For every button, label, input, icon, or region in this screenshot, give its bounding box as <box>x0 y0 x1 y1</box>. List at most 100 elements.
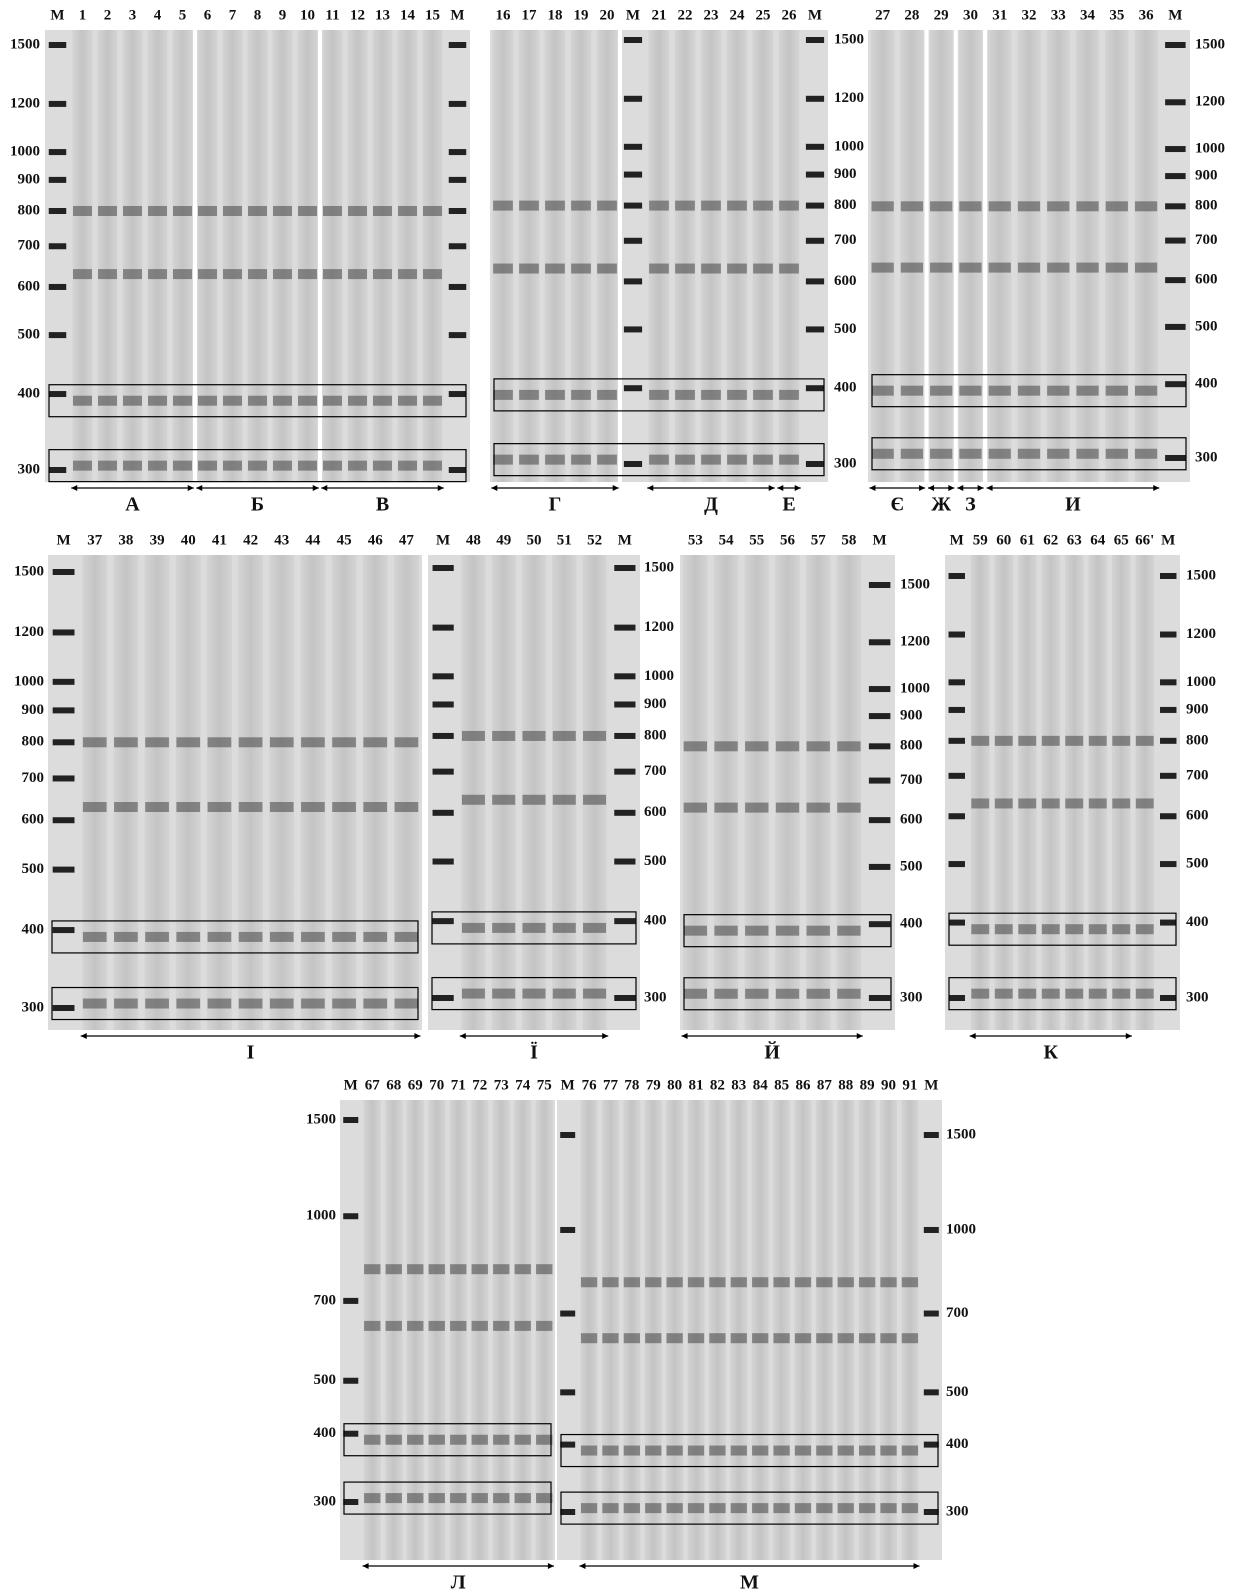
band <box>145 737 169 747</box>
size-label: 400 <box>18 385 41 401</box>
lane-label: 29 <box>934 7 949 23</box>
size-label: 900 <box>834 166 857 182</box>
lane-label: 59 <box>973 532 988 548</box>
band <box>73 396 92 406</box>
band <box>930 386 952 396</box>
group-label: З <box>965 494 976 516</box>
ladder-band <box>49 391 67 397</box>
lane-label: 88 <box>838 1077 853 1093</box>
band <box>472 1435 488 1445</box>
band <box>959 263 981 273</box>
band <box>1136 924 1154 934</box>
ladder-band <box>806 326 824 332</box>
size-label: 900 <box>1186 701 1209 717</box>
size-label: 700 <box>314 1292 337 1308</box>
band <box>173 206 192 216</box>
lane <box>773 1100 790 1560</box>
band <box>301 737 325 747</box>
band <box>450 1264 466 1274</box>
lane-label: 54 <box>719 532 735 548</box>
band <box>98 269 117 279</box>
lane <box>794 1100 811 1560</box>
size-label: 500 <box>18 327 41 343</box>
band <box>270 932 294 942</box>
band <box>123 206 142 216</box>
band <box>301 999 325 1009</box>
band <box>248 461 267 471</box>
lane-label: M <box>950 532 964 548</box>
lane <box>683 555 708 1030</box>
lane-label: 3 <box>129 7 137 23</box>
ladder-band <box>806 238 824 244</box>
band <box>989 201 1011 211</box>
band <box>701 390 721 400</box>
lane-label: 87 <box>817 1077 833 1093</box>
lane <box>714 555 739 1030</box>
band <box>1112 736 1130 746</box>
lane <box>423 30 443 482</box>
band <box>1047 386 1069 396</box>
lane-label: M <box>1168 7 1182 23</box>
ladder-band <box>1160 738 1176 744</box>
size-label: 300 <box>314 1493 337 1509</box>
size-label: 300 <box>22 999 45 1015</box>
band <box>667 1503 683 1513</box>
band <box>701 201 721 211</box>
band <box>223 206 242 216</box>
size-label: 800 <box>834 197 857 213</box>
ladder-band <box>560 1132 575 1138</box>
size-label: 500 <box>314 1372 337 1388</box>
ladder-band <box>449 284 467 290</box>
ladder-band <box>869 921 891 927</box>
band <box>553 731 576 741</box>
lane <box>994 555 1013 1030</box>
group-label: К <box>1043 1042 1058 1064</box>
band <box>859 1333 875 1343</box>
gel-gap <box>983 30 987 482</box>
band <box>1135 201 1157 211</box>
size-label: 400 <box>1195 376 1218 392</box>
band <box>1042 924 1060 934</box>
lane-label: 43 <box>274 532 289 548</box>
lane <box>176 555 201 1030</box>
ladder-band <box>343 1117 358 1123</box>
band <box>667 1333 683 1343</box>
band <box>553 923 576 933</box>
lane <box>1065 555 1084 1030</box>
band <box>753 201 773 211</box>
band <box>688 1333 704 1343</box>
band <box>816 1446 832 1456</box>
band <box>472 1321 488 1331</box>
ladder-band <box>806 461 824 467</box>
lane <box>730 1100 747 1560</box>
ladder-band <box>1160 679 1176 685</box>
band <box>462 731 485 741</box>
band <box>995 736 1013 746</box>
lane-label: 36 <box>1139 7 1155 23</box>
band <box>816 1277 832 1287</box>
band <box>348 269 367 279</box>
lane <box>675 30 696 482</box>
band <box>373 396 392 406</box>
lane-label: 22 <box>678 7 693 23</box>
size-label: 800 <box>1195 198 1218 214</box>
ladder-band <box>869 582 891 588</box>
lane-label: M <box>450 7 464 23</box>
band <box>1076 386 1098 396</box>
lane-label: 5 <box>179 7 187 23</box>
size-label: 300 <box>1186 989 1209 1005</box>
band <box>930 201 952 211</box>
band <box>571 264 591 274</box>
band <box>450 1493 466 1503</box>
band <box>688 1446 704 1456</box>
band <box>298 206 317 216</box>
band <box>795 1446 811 1456</box>
band <box>776 741 799 751</box>
band <box>571 390 591 400</box>
ladder-band <box>614 701 635 707</box>
band <box>1135 386 1157 396</box>
band <box>731 1333 747 1343</box>
ladder-band <box>624 96 642 102</box>
ladder-band <box>49 467 67 473</box>
band <box>519 390 539 400</box>
